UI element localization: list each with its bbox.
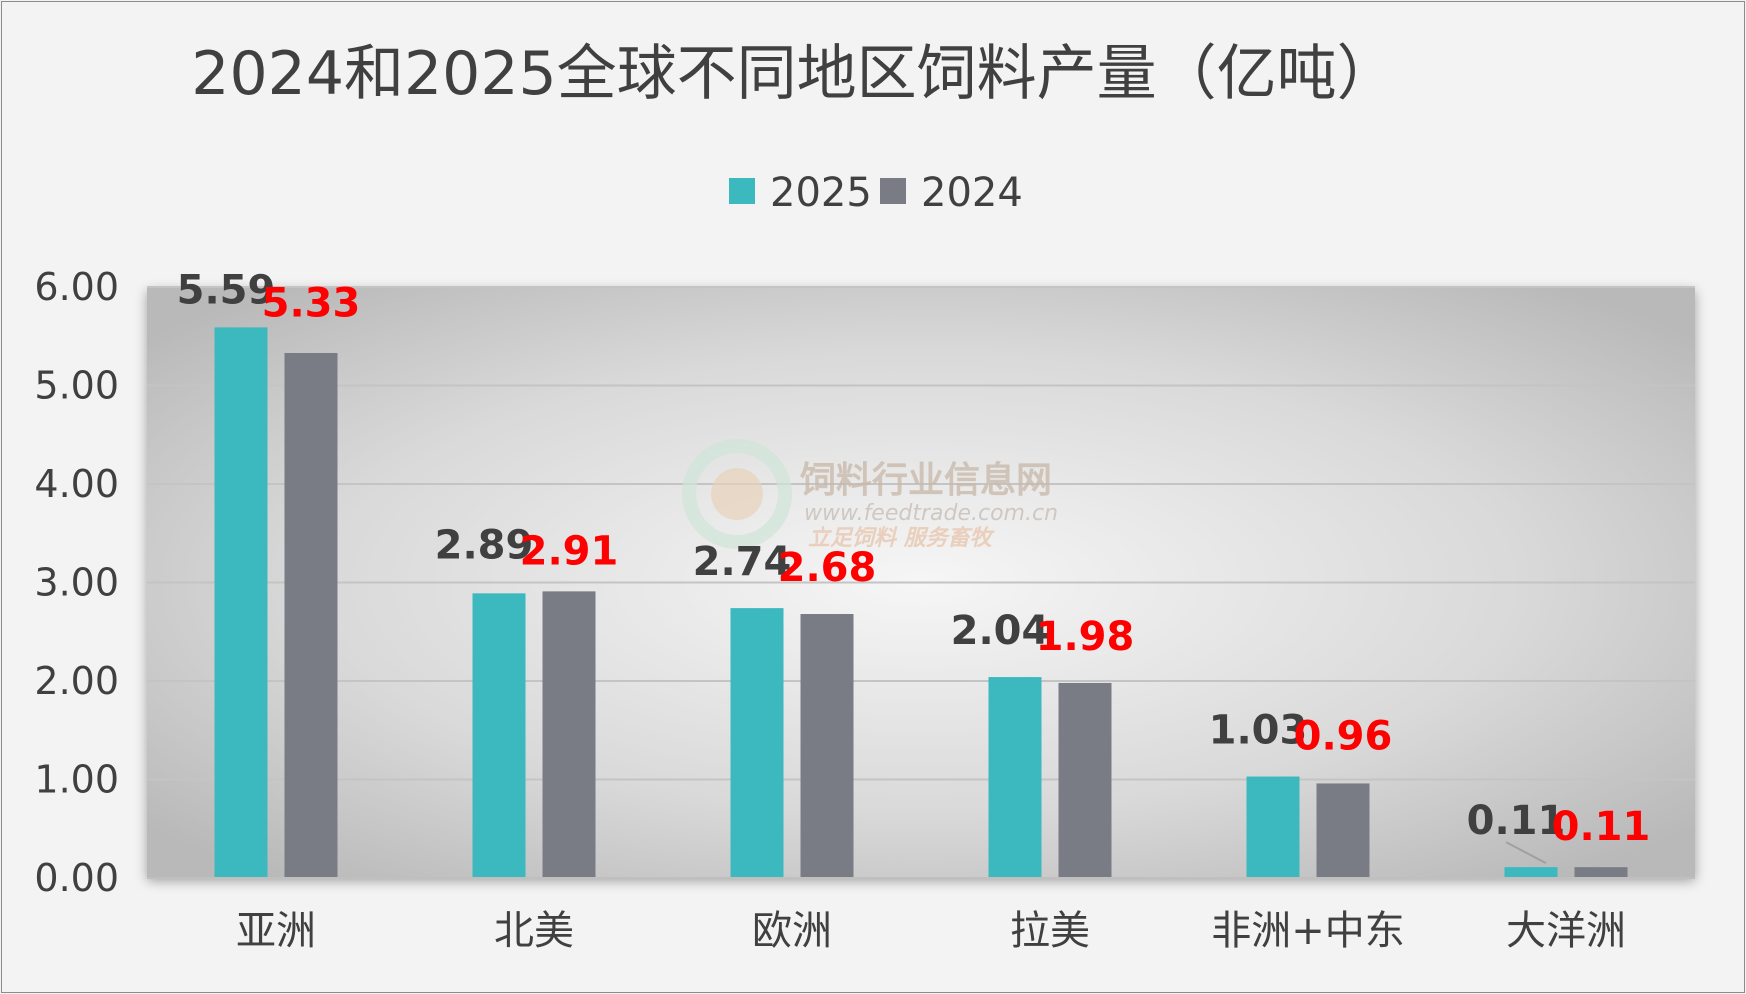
bar-2024: [542, 591, 596, 878]
x-category-label: 欧洲: [752, 908, 832, 954]
x-category-label: 北美: [494, 908, 574, 954]
y-tick-label: 0.00: [34, 856, 119, 900]
data-label-2025: 2.04: [951, 608, 1050, 654]
watermark-title: 饲料行业信息网: [800, 460, 1052, 501]
data-label-2024: 0.11: [1552, 804, 1651, 850]
y-tick-label: 3.00: [34, 561, 119, 605]
bar-2024: [284, 352, 338, 878]
x-category-label: 亚洲: [236, 908, 316, 954]
x-category-label: 非洲+中东: [1211, 908, 1405, 954]
bar-2024: [1316, 783, 1370, 878]
bar-2024: [1574, 867, 1628, 878]
data-label-2024: 0.96: [1294, 714, 1393, 760]
data-label-2024: 2.91: [520, 528, 619, 574]
data-label-2024: 5.33: [262, 280, 361, 326]
watermark: 饲料行业信息网 www.feedtrade.com.cn 立足饲料 服务畜牧: [682, 439, 1058, 551]
watermark-logo-icon: [682, 439, 792, 549]
bars: [214, 327, 1628, 878]
data-label-2025: 1.03: [1209, 708, 1308, 754]
y-axis-ticks: 0.00 1.00 2.00 3.00 4.00 5.00 6.00: [34, 265, 119, 900]
y-tick-label: 5.00: [34, 364, 119, 408]
legend-label-2024: 2024: [921, 170, 1023, 216]
legend-label-2025: 2025: [770, 170, 872, 216]
y-tick-label: 6.00: [34, 265, 119, 309]
data-label-2025: 5.59: [177, 267, 276, 313]
bar-2024: [1058, 682, 1112, 878]
legend: 2025 2024: [729, 170, 1023, 216]
data-label-2024: 1.98: [1036, 614, 1135, 660]
bar-2025: [988, 677, 1042, 878]
data-label-2025: 0.11: [1467, 798, 1566, 844]
x-category-label: 大洋洲: [1506, 908, 1626, 954]
y-tick-label: 1.00: [34, 758, 119, 802]
x-axis-categories: 亚洲 北美 欧洲 拉美 非洲+中东 大洋洲: [236, 908, 1626, 954]
bar-2025: [472, 593, 526, 878]
legend-swatch-2025: [729, 178, 755, 204]
bar-2025: [730, 608, 784, 878]
leader-line: [1505, 841, 1547, 865]
gridlines: [147, 286, 1695, 781]
bar-2025: [214, 327, 268, 878]
chart-title: 2024和2025全球不同地区饲料产量（亿吨）: [191, 39, 1396, 109]
bar-2024: [800, 614, 854, 878]
watermark-slogan: 立足饲料 服务畜牧: [808, 525, 996, 551]
watermark-logo-core-icon: [711, 468, 763, 520]
bar-2025: [1246, 776, 1300, 878]
data-labels: 5.595.33 2.892.91 2.742.68 2.041.98 1.030.96…: [177, 267, 1651, 865]
bar-2025: [1504, 867, 1558, 878]
data-label-2024: 2.68: [778, 545, 877, 591]
data-label-2025: 2.89: [435, 522, 534, 568]
y-tick-label: 4.00: [34, 462, 119, 506]
data-label-2025: 2.74: [693, 539, 792, 585]
watermark-url: www.feedtrade.com.cn: [804, 501, 1058, 526]
x-category-label: 拉美: [1010, 908, 1090, 954]
y-tick-label: 2.00: [34, 659, 119, 703]
legend-swatch-2024: [880, 178, 906, 204]
